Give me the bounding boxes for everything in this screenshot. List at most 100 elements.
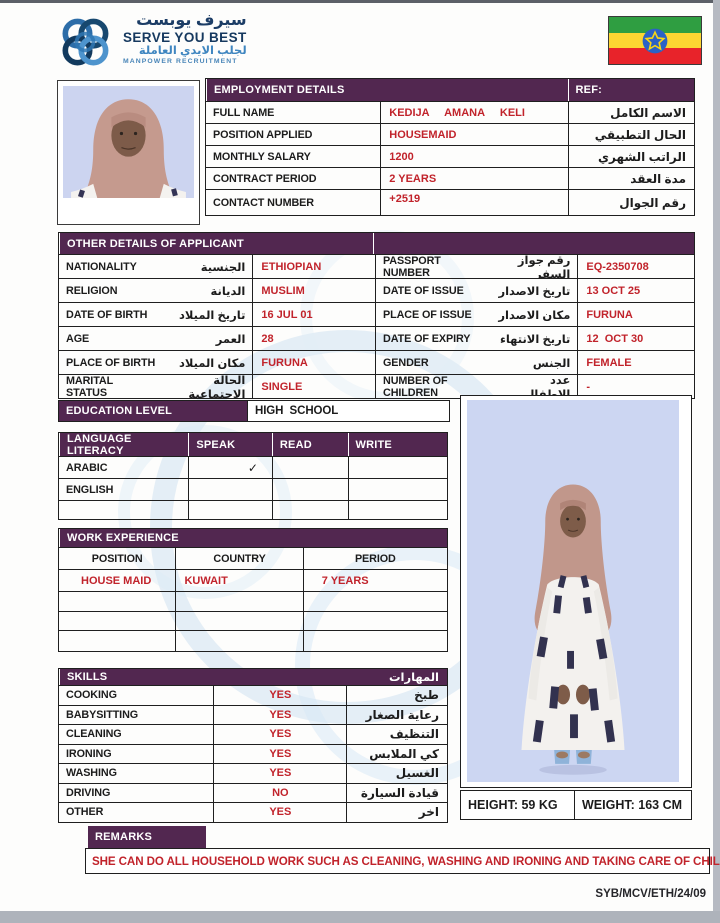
remarks-section-title-bar: REMARKS — [88, 826, 206, 848]
table-row: CONTACT NUMBER +2519 رقم الجوال — [206, 189, 694, 215]
skill-name-arabic: كي الملابس — [346, 744, 447, 763]
position-value: HOUSE MAID — [81, 574, 152, 587]
skill-name: OTHER — [66, 806, 104, 819]
field-label: PASSPORT NUMBER — [383, 255, 441, 278]
field-label: NATIONALITY — [66, 260, 137, 273]
field-label-arabic: تاريخ الميلاد — [179, 309, 246, 322]
skill-name: COOKING — [66, 689, 117, 702]
country-value — [175, 592, 302, 611]
write-cell — [347, 457, 447, 478]
skill-name: DRIVING — [66, 786, 111, 799]
table-row — [59, 500, 447, 519]
logo-title: SERVE YOU BEST — [123, 29, 247, 45]
table-row: PLACE OF BIRTH مكان الميلاد FURUNA GENDER… — [59, 350, 694, 374]
field-label: AGE — [66, 332, 90, 345]
field-value: FURUNA — [252, 351, 375, 374]
field-label: PLACE OF BIRTH — [66, 356, 156, 369]
field-label-arabic: مكان الميلاد — [178, 357, 246, 370]
employment-details-table: EMPLOYMENT DETAILS REF: FULL NAME KEDIJA… — [205, 78, 695, 216]
field-label: DATE OF ISSUE — [383, 284, 464, 297]
field-value: EQ-2350708 — [577, 255, 694, 278]
skill-value: YES — [213, 803, 346, 822]
height-value: HEIGHT: 59 KG — [461, 791, 575, 819]
table-row: CLEANING YES التنظيف — [59, 724, 447, 744]
skill-value: NO — [213, 783, 346, 802]
skills-section-title: SKILLS — [67, 671, 108, 683]
write-cell — [347, 501, 447, 519]
speak-cell — [188, 501, 272, 519]
skill-value: YES — [213, 686, 346, 705]
table-row: DRIVING NO قيادة السيارة — [59, 782, 447, 802]
other-details-section-title: OTHER DETAILS OF APPLICANT — [67, 237, 244, 250]
field-label-arabic: الجنسية — [200, 261, 246, 274]
field-label-arabic: الحال التطبيقي — [567, 124, 695, 145]
logo-arabic-subtitle: لجلب الايدي العاملة — [138, 45, 247, 58]
column-header: POSITION — [91, 552, 143, 565]
education-level-row: EDUCATION LEVEL HIGH SCHOOL — [58, 400, 450, 422]
column-header: WRITE — [355, 438, 392, 451]
remarks-box: SHE CAN DO ALL HOUSEHOLD WORK SUCH AS CL… — [85, 848, 720, 874]
skill-name-arabic: الغسيل — [346, 764, 447, 783]
field-label-arabic: عدد الاطفال — [524, 375, 571, 398]
table-row: COOKING YES طبخ — [59, 685, 447, 705]
skill-name-arabic: التنظيف — [346, 725, 447, 744]
field-label-arabic: تاريخ الاصدار — [498, 285, 571, 298]
skill-name-arabic: طبخ — [346, 686, 447, 705]
skills-section-title-arabic: المهارات — [389, 672, 439, 684]
education-level-label: EDUCATION LEVEL — [66, 405, 173, 417]
field-label: NUMBER OF CHILDREN — [383, 375, 448, 398]
field-label: MONTHLY SALARY — [213, 150, 311, 163]
table-row: BABYSITTING YES رعاية الصغار — [59, 704, 447, 724]
field-value: +2519 — [380, 190, 567, 215]
table-row: WASHING YES الغسيل — [59, 763, 447, 783]
ethiopia-flag-icon — [608, 16, 702, 65]
document-reference-code: SYB/MCV/ETH/24/09 — [595, 888, 706, 900]
field-label: CONTACT NUMBER — [213, 196, 314, 209]
table-header-row: POSITION COUNTRY PERIOD — [59, 547, 447, 569]
skill-value: YES — [213, 705, 346, 724]
table-row: DATE OF BIRTH تاريخ الميلاد 16 JUL 01 PLA… — [59, 302, 694, 326]
field-value: SINGLE — [252, 375, 375, 398]
field-value: FEMALE — [577, 351, 694, 374]
field-label: GENDER — [383, 356, 429, 369]
field-label-arabic: الراتب الشهري — [567, 146, 695, 167]
field-label: DATE OF EXPIRY — [383, 332, 471, 345]
field-value: 12 OCT 30 — [577, 327, 694, 350]
table-row — [59, 611, 447, 630]
table-row: POSITION APPLIED HOUSEMAID الحال التطبيق… — [206, 123, 694, 145]
skill-name-arabic: اخر — [346, 803, 447, 822]
table-row: AGE العمر 28 DATE OF EXPIRY تاريخ الانتهاء… — [59, 326, 694, 350]
column-header: PERIOD — [302, 548, 447, 569]
field-label-arabic: مكان الاصدار — [498, 309, 571, 322]
skills-table: SKILLS المهارات COOKING YES طبخ BABYSITT… — [58, 668, 448, 823]
language-literacy-table: LANGUAGE LITERACY SPEAK READ WRITE ARABI… — [58, 432, 448, 520]
work-experience-section-title: WORK EXPERIENCE — [67, 532, 179, 544]
position-value — [59, 631, 175, 651]
field-label-arabic: رقم الجوال — [567, 190, 695, 215]
skill-name: BABYSITTING — [66, 708, 139, 721]
field-label-arabic: رقم جواز السفر — [517, 255, 571, 278]
position-value — [59, 612, 175, 630]
period-value — [302, 612, 447, 630]
table-row: IRONING YES كي الملابس — [59, 743, 447, 763]
language-name — [59, 501, 188, 519]
table-row: NATIONALITY الجنسية ETHIOPIAN PASSPORT NU… — [59, 254, 694, 278]
scan-edge-right — [713, 0, 720, 923]
remarks-text: SHE CAN DO ALL HOUSEHOLD WORK SUCH AS CL… — [92, 854, 720, 868]
field-label: PLACE OF ISSUE — [383, 308, 472, 321]
field-value: HOUSEMAID — [380, 124, 567, 145]
field-value: 1200 — [380, 146, 567, 167]
field-label: RELIGION — [66, 284, 118, 297]
table-row: MONTHLY SALARY 1200 الراتب الشهري — [206, 145, 694, 167]
field-label-arabic: تاريخ الانتهاء — [499, 333, 571, 346]
employment-section-title: EMPLOYMENT DETAILS — [214, 84, 345, 96]
education-level-value: HIGH SCHOOL — [255, 405, 339, 417]
field-label-arabic: الاسم الكامل — [567, 102, 695, 123]
read-cell — [271, 457, 348, 478]
table-row: MARITAL STATUS الحالة الاجتماعية SINGLE N… — [59, 374, 694, 398]
logo-subtitle: MANPOWER RECRUITMENT — [123, 57, 238, 65]
skill-name-arabic: رعاية الصغار — [346, 705, 447, 724]
column-header: COUNTRY — [175, 548, 302, 569]
column-header: LANGUAGE LITERACY — [67, 433, 132, 456]
